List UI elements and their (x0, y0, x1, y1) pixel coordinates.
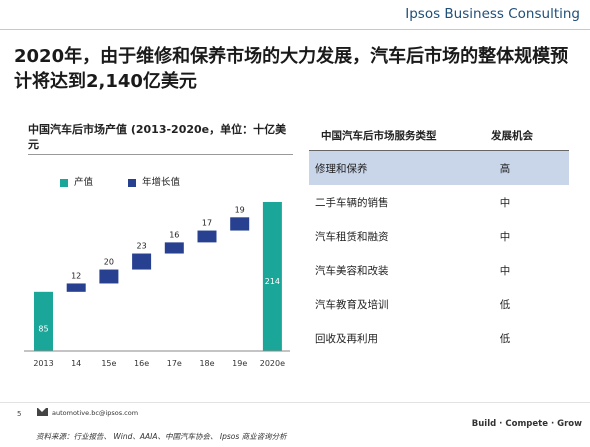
bar-growth (230, 217, 250, 231)
slide-title: 2020年，由于维修和保养市场的大力发展，汽车后市场的整体规模预计将达到2,14… (14, 46, 569, 92)
footer-divider (0, 402, 590, 403)
bar-total (262, 202, 282, 351)
legend-swatch-total (60, 178, 68, 187)
header-opportunity: 发展机会 (491, 130, 533, 142)
x-tick-label: 17e (167, 359, 182, 368)
bar-growth (132, 253, 152, 270)
data-label: 23 (137, 242, 147, 251)
row-opportunity: 中 (499, 197, 511, 209)
row-opportunity: 中 (499, 231, 511, 243)
page-number: 5 (17, 410, 22, 418)
bar-growth (197, 230, 217, 243)
bar-growth (99, 269, 119, 284)
bar-growth (66, 283, 86, 292)
mail-icon (37, 408, 48, 416)
legend-label-total: 产值 (74, 177, 94, 188)
x-tick-label: 19e (232, 359, 247, 368)
contact-email[interactable]: automotive.bc@ipsos.com (52, 409, 139, 417)
legend-swatch-growth (128, 178, 136, 187)
row-opportunity: 高 (499, 163, 511, 175)
data-label: 12 (71, 271, 81, 280)
x-tick-label: 18e (199, 359, 214, 368)
waterfall-chart: 85 2013 12 14 20 15e 23 16e 16 17e 17 18e 19 19e 214 20… (24, 202, 290, 368)
legend-label-growth: 年增长值 (142, 177, 181, 188)
service-table: 中国汽车后市场服务类型 发展机会 修理和保养 高 二手车辆的销售 中 汽车租赁和… (309, 118, 569, 355)
table-row: 汽车教育及培训 低 (309, 287, 569, 321)
x-tick-label: 15e (101, 359, 116, 368)
row-service-type: 回收及再利用 (315, 333, 378, 345)
data-label: 85 (38, 324, 48, 333)
table-row: 回收及再利用 低 (309, 321, 569, 355)
data-label: 17 (202, 219, 212, 228)
table-row: 修理和保养 高 (309, 151, 569, 185)
data-label: 19 (235, 205, 245, 214)
row-service-type: 汽车租赁和融资 (315, 231, 389, 243)
table-header: 中国汽车后市场服务类型 发展机会 (309, 118, 569, 151)
data-label: 20 (104, 258, 114, 267)
table-row: 汽车租赁和融资 中 (309, 219, 569, 253)
header-service-type: 中国汽车后市场服务类型 (321, 130, 437, 142)
row-opportunity: 低 (499, 299, 511, 311)
brand-logo: Ipsos Business Consulting (405, 6, 580, 22)
row-opportunity: 中 (499, 265, 511, 277)
x-tick-label: 2020e (260, 359, 285, 368)
x-tick-label: 16e (134, 359, 149, 368)
chart-title-divider (28, 154, 293, 155)
tagline: Build · Compete · Grow (471, 419, 582, 429)
row-service-type: 汽车教育及培训 (315, 299, 389, 311)
legend-item-growth: 年增长值 (128, 174, 180, 188)
x-tick-label: 2013 (33, 359, 53, 368)
bar-growth (164, 242, 184, 254)
row-service-type: 修理和保养 (315, 163, 368, 175)
bar-total (34, 291, 53, 351)
row-opportunity: 低 (499, 333, 511, 345)
header-divider (0, 29, 590, 30)
table-row: 二手车辆的销售 中 (309, 185, 569, 219)
legend-item-total: 产值 (60, 174, 93, 188)
x-tick-label: 14 (71, 359, 81, 368)
chart-title: 中国汽车后市场产值 (2013-2020e，单位：十亿美元 (28, 123, 287, 151)
data-label: 16 (169, 230, 179, 239)
table-row: 汽车美容和改装 中 (309, 253, 569, 287)
row-service-type: 汽车美容和改装 (315, 265, 389, 277)
data-label: 214 (265, 277, 280, 286)
row-service-type: 二手车辆的销售 (315, 197, 389, 209)
source-note: 资料来源：行业报告、 Wind、AAIA、中国汽车协会、 Ipsos 商业咨询分… (36, 432, 287, 441)
